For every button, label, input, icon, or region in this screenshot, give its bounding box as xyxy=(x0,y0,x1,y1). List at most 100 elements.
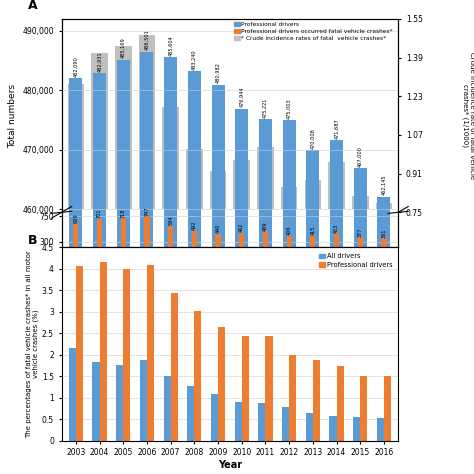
Bar xyxy=(263,231,268,259)
Bar xyxy=(283,120,296,474)
Text: 462: 462 xyxy=(239,223,244,232)
Text: 476,944: 476,944 xyxy=(239,87,244,107)
Bar xyxy=(328,163,345,210)
Bar xyxy=(330,0,343,259)
Bar xyxy=(354,0,367,259)
Bar xyxy=(289,356,296,441)
Text: 475,003: 475,003 xyxy=(287,98,292,119)
X-axis label: Year: Year xyxy=(218,460,242,470)
Bar xyxy=(377,419,384,441)
Bar xyxy=(191,231,197,259)
Text: 406: 406 xyxy=(287,226,292,235)
Text: 470,008: 470,008 xyxy=(310,128,315,149)
Legend: Professional drivers, Professional drivers occurred fatal vehicle crashes*, * Cr: Professional drivers, Professional drive… xyxy=(232,20,395,43)
Bar xyxy=(283,0,296,259)
Bar xyxy=(313,360,320,441)
Bar xyxy=(211,394,218,441)
X-axis label: Year: Year xyxy=(218,267,242,277)
Bar xyxy=(69,0,82,259)
Text: 701: 701 xyxy=(97,209,102,219)
Bar xyxy=(117,60,130,474)
Bar xyxy=(92,362,100,441)
Bar xyxy=(358,237,363,259)
Bar xyxy=(144,217,149,259)
Bar xyxy=(304,180,321,210)
Bar xyxy=(306,150,319,474)
Y-axis label: Crude incidence rate of fatal vehicle
crashes* (1/1000): Crude incidence rate of fatal vehicle cr… xyxy=(462,52,474,179)
Bar xyxy=(140,0,154,259)
Bar xyxy=(258,403,265,441)
Bar xyxy=(235,0,248,259)
Text: B: B xyxy=(28,234,37,246)
Bar xyxy=(306,413,313,441)
Bar xyxy=(353,417,360,441)
Bar xyxy=(235,402,242,441)
Text: 492: 492 xyxy=(192,221,197,230)
Bar xyxy=(67,84,84,210)
Bar xyxy=(235,109,248,474)
Bar xyxy=(123,269,130,441)
Bar xyxy=(117,0,130,259)
Bar xyxy=(187,386,194,441)
Bar xyxy=(282,407,289,441)
Bar xyxy=(186,149,203,210)
Bar xyxy=(140,360,147,441)
Text: 485,169: 485,169 xyxy=(121,37,126,58)
Legend: All drivers, Professional drivers: All drivers, Professional drivers xyxy=(316,251,395,271)
Bar xyxy=(168,226,173,259)
Bar xyxy=(211,84,225,474)
Bar xyxy=(100,262,107,441)
Text: 584: 584 xyxy=(168,216,173,225)
Bar xyxy=(377,197,391,474)
Y-axis label: Total numbers: Total numbers xyxy=(8,83,17,147)
Text: 467,000: 467,000 xyxy=(358,146,363,166)
Bar xyxy=(138,36,155,210)
Bar xyxy=(330,140,343,474)
Bar xyxy=(215,234,220,259)
Bar xyxy=(171,293,178,441)
Text: 440: 440 xyxy=(216,224,220,233)
Text: 485,604: 485,604 xyxy=(168,35,173,56)
Text: 482,090: 482,090 xyxy=(73,56,78,77)
Bar xyxy=(381,238,386,259)
Bar xyxy=(69,78,82,474)
Text: 482,931: 482,931 xyxy=(97,51,102,72)
Bar xyxy=(286,236,292,259)
Bar xyxy=(265,337,273,441)
Bar xyxy=(164,0,177,259)
Text: 415: 415 xyxy=(310,225,315,235)
Bar xyxy=(115,46,131,210)
Bar xyxy=(259,119,272,474)
Bar xyxy=(310,235,316,259)
Bar xyxy=(93,0,106,259)
Text: 747: 747 xyxy=(145,207,149,216)
Bar xyxy=(140,52,154,474)
Bar xyxy=(194,311,201,441)
Text: 471,687: 471,687 xyxy=(334,118,339,138)
Bar xyxy=(334,233,339,259)
Bar xyxy=(306,0,319,259)
Bar xyxy=(188,0,201,259)
Text: A: A xyxy=(28,0,37,12)
Bar xyxy=(259,0,272,259)
Bar xyxy=(69,348,76,441)
Text: 486,501: 486,501 xyxy=(145,30,149,51)
Bar xyxy=(384,376,391,441)
Bar xyxy=(360,376,367,441)
Bar xyxy=(164,376,171,441)
Bar xyxy=(329,416,337,441)
Bar xyxy=(120,218,126,259)
Text: 361: 361 xyxy=(382,228,386,238)
Bar xyxy=(352,196,369,210)
Bar xyxy=(116,365,123,441)
Bar xyxy=(73,223,78,259)
Text: 462,145: 462,145 xyxy=(382,175,386,195)
Bar xyxy=(257,147,273,210)
Bar xyxy=(218,328,225,441)
Bar xyxy=(91,53,108,210)
Bar xyxy=(211,0,225,259)
Text: 489: 489 xyxy=(263,221,268,230)
Text: 475,221: 475,221 xyxy=(263,97,268,118)
Bar xyxy=(162,107,179,210)
Bar xyxy=(147,265,154,441)
